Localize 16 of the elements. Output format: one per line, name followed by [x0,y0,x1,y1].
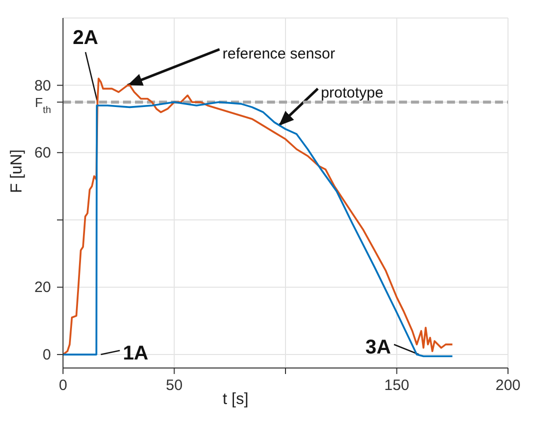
annotation: 1A [122,342,148,365]
y-axis-title: F [uN] [8,149,26,193]
annotation: reference sensor [222,45,336,62]
x-tick-label: 50 [166,377,183,394]
y-tick-label: 80 [34,77,51,94]
x-tick-label: 200 [495,377,521,394]
x-tick-label: 150 [384,377,410,394]
annotation: 3A [365,336,391,359]
annotation: prototype [320,84,384,102]
y-tick-label: 60 [34,144,51,162]
x-axis-title: t [s] [222,391,248,408]
y-tick-label: 20 [34,279,51,296]
annotation: 2A [72,27,98,50]
x-tick-label: 0 [58,377,68,394]
y-tick-label: F$_{th}$ [34,95,51,116]
y-tick-label: 0 [42,346,51,364]
